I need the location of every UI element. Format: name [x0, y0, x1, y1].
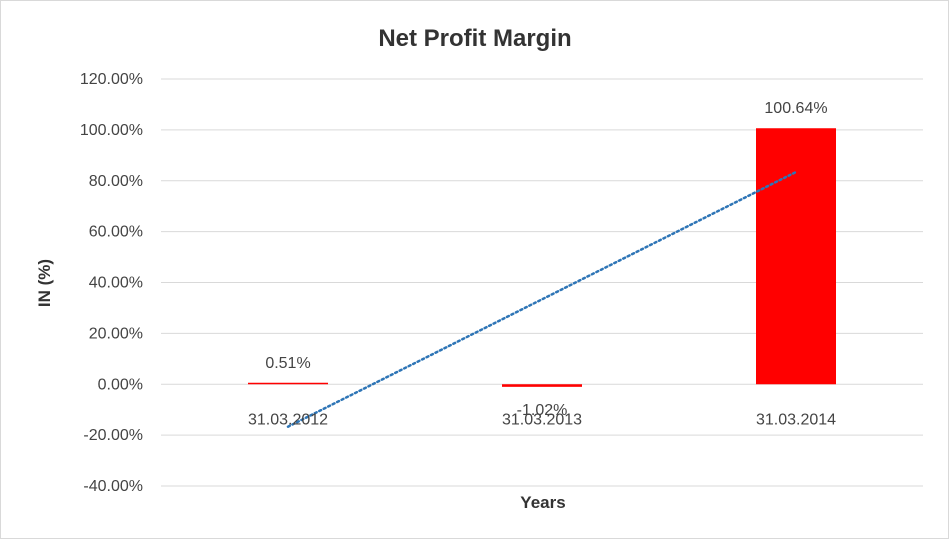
y-tick-label: -40.00%	[83, 478, 143, 495]
trendline	[286, 170, 798, 428]
y-tick-label: 80.00%	[89, 173, 143, 190]
y-tick-label: -20.00%	[83, 427, 143, 444]
y-tick-label: 20.00%	[89, 325, 143, 342]
data-labels: 0.51% -1.02% 100.64%	[265, 100, 827, 419]
bar	[248, 382, 328, 385]
x-category-label: 31.03.2014	[756, 411, 836, 428]
x-category-label: 31.03.2013	[502, 411, 582, 428]
trendline-path	[286, 170, 798, 428]
y-tick-label: 100.00%	[80, 122, 143, 139]
y-tick-label: 120.00%	[80, 71, 143, 88]
chart-title: Net Profit Margin	[378, 25, 571, 52]
bar	[502, 384, 582, 387]
data-label: 0.51%	[265, 355, 310, 372]
x-axis-title: Years	[520, 493, 565, 512]
y-tick-label: 60.00%	[89, 224, 143, 241]
y-axis-title: IN (%)	[35, 259, 54, 307]
bars	[248, 128, 836, 387]
y-tick-label: 40.00%	[89, 275, 143, 292]
x-category-label: 31.03.2012	[248, 411, 328, 428]
y-tick-label: 0.00%	[98, 376, 143, 393]
y-axis-ticks: 120.00% 100.00% 80.00% 60.00% 40.00% 20.00% 0.…	[80, 71, 143, 495]
bar	[756, 128, 836, 385]
x-axis-categories: 31.03.2012 31.03.2013 31.03.2014	[248, 411, 836, 428]
data-label: 100.64%	[764, 100, 827, 117]
data-label: -1.02%	[517, 402, 568, 419]
